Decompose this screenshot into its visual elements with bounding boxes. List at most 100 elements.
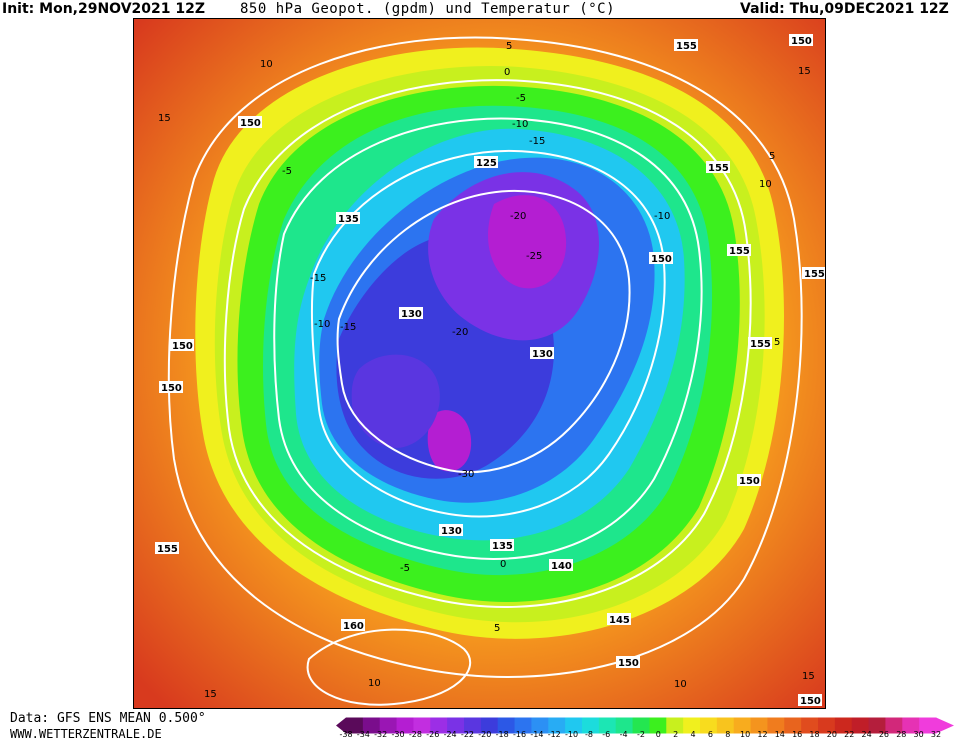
svg-text:135: 135 — [338, 214, 359, 225]
t-label: 10 — [759, 179, 772, 190]
scale-arrow-right — [936, 717, 954, 734]
scale-tick-label: 32 — [930, 730, 942, 739]
scale-swatch — [514, 717, 532, 734]
scale-swatch — [868, 717, 886, 734]
scale-swatch — [362, 717, 381, 734]
svg-text:150: 150 — [618, 658, 639, 669]
gp-label-150-d: 150 — [170, 339, 194, 352]
scale-tick-label: -10 — [565, 730, 579, 739]
scale-tick-label: 2 — [673, 730, 679, 739]
chart-title: 850 hPa Geopot. (gpdm) und Temperatur (°… — [240, 1, 616, 17]
svg-text:145: 145 — [609, 615, 630, 626]
scale-swatch — [396, 717, 414, 734]
scale-tick-label: -30 — [391, 730, 405, 739]
scale-swatch — [784, 717, 802, 734]
scale-tick-label: -28 — [408, 730, 422, 739]
scale-swatch — [632, 717, 650, 734]
temperature-labels: 10 15 5 0 -5 -10 -15 -20 -25 -30 -20 -15… — [158, 41, 815, 700]
gp-label-155-b: 155 — [706, 161, 730, 174]
scale-swatch — [464, 717, 482, 734]
t-label: 15 — [158, 113, 171, 124]
scale-tick-label: 18 — [809, 730, 820, 739]
t-label: -5 — [516, 93, 526, 104]
svg-text:125: 125 — [476, 158, 497, 169]
gp-label-155-e: 155 — [748, 337, 772, 350]
scale-tick-label: 22 — [844, 730, 855, 739]
gp-label-150-f: 150 — [737, 474, 761, 487]
scale-swatch — [430, 717, 448, 734]
t-label: -5 — [282, 166, 292, 177]
svg-text:155: 155 — [708, 163, 729, 174]
t-label: -20 — [510, 211, 526, 222]
svg-text:130: 130 — [441, 526, 462, 537]
svg-text:155: 155 — [750, 339, 771, 350]
scale-tick-label: -8 — [584, 730, 593, 739]
scale-tick-label: -12 — [547, 730, 561, 739]
scale-swatch — [700, 717, 718, 734]
t-label: 5 — [506, 41, 512, 52]
svg-text:140: 140 — [551, 561, 572, 572]
scale-tick-label: -24 — [443, 730, 457, 739]
svg-text:130: 130 — [532, 349, 553, 360]
scale-swatch — [683, 717, 701, 734]
weather-map[interactable]: 155 150 150 155 155 155 155 135 150 150 … — [133, 18, 826, 709]
svg-text:155: 155 — [804, 269, 825, 280]
scale-tick-label: 4 — [690, 730, 696, 739]
scale-tick-label: 0 — [655, 730, 661, 739]
scale-arrow-left — [336, 717, 346, 734]
t-label: -10 — [654, 211, 670, 222]
t-label: 15 — [798, 66, 811, 77]
scale-swatch — [666, 717, 684, 734]
scale-swatch — [801, 717, 819, 734]
gp-label-155-a: 155 — [674, 39, 698, 52]
t-label: -10 — [512, 119, 528, 130]
t-label: 15 — [204, 689, 217, 700]
valid-time: Valid: Thu,09DEC2021 12Z — [740, 1, 949, 17]
svg-text:150: 150 — [651, 254, 672, 265]
scale-tick-label: -18 — [495, 730, 509, 739]
scale-swatch — [649, 717, 667, 734]
temp-band-magenta — [488, 195, 567, 289]
scale-swatch — [733, 717, 752, 734]
scale-tick-label: -34 — [356, 730, 370, 739]
scale-swatch — [851, 717, 870, 734]
map-canvas: 155 150 150 155 155 155 155 135 150 150 … — [134, 19, 825, 708]
t-label: 15 — [802, 671, 815, 682]
scale-tick-label: -32 — [374, 730, 388, 739]
gp-label-130-a: 130 — [399, 307, 423, 320]
color-scale-bar — [336, 717, 954, 734]
scale-tick-label: -26 — [426, 730, 440, 739]
scale-swatch — [447, 717, 465, 734]
t-label: -30 — [458, 469, 474, 480]
t-label: 5 — [494, 623, 500, 634]
t-label: -15 — [310, 273, 326, 284]
gp-label-150-g: 150 — [798, 694, 822, 707]
scale-tick-label: 24 — [861, 730, 872, 739]
svg-text:150: 150 — [791, 36, 812, 47]
svg-text:155: 155 — [157, 544, 178, 555]
t-label: -5 — [400, 563, 410, 574]
scale-tick-label: 26 — [878, 730, 890, 739]
t-label: 10 — [674, 679, 687, 690]
t-label: 0 — [500, 559, 506, 570]
gp-label-155-d: 155 — [802, 267, 825, 280]
svg-text:130: 130 — [401, 309, 422, 320]
t-label: -25 — [526, 251, 542, 262]
scale-tick-label: -20 — [478, 730, 492, 739]
gp-label-160: 160 — [341, 619, 365, 632]
scale-swatch — [379, 717, 398, 734]
scale-tick-label: -6 — [602, 730, 611, 739]
t-label: 10 — [368, 678, 381, 689]
color-scale-ticks: -38 -34 -32 -30 -28 -26 -24 -22 -20 -18 -16 -14 -12-… — [336, 730, 958, 741]
svg-text:150: 150 — [172, 341, 193, 352]
t-label: -10 — [314, 319, 330, 330]
t-label: 10 — [260, 59, 273, 70]
gp-label-130-b: 130 — [530, 347, 554, 360]
gp-label-150-h: 150 — [159, 381, 183, 394]
scale-tick-label: 6 — [707, 730, 713, 739]
scale-tick-label: 30 — [913, 730, 924, 739]
gp-label-150-e: 150 — [616, 656, 640, 669]
website-link[interactable]: WWW.WETTERZENTRALE.DE — [10, 727, 162, 741]
gp-label-135-a: 135 — [336, 212, 360, 225]
svg-text:155: 155 — [676, 41, 697, 52]
